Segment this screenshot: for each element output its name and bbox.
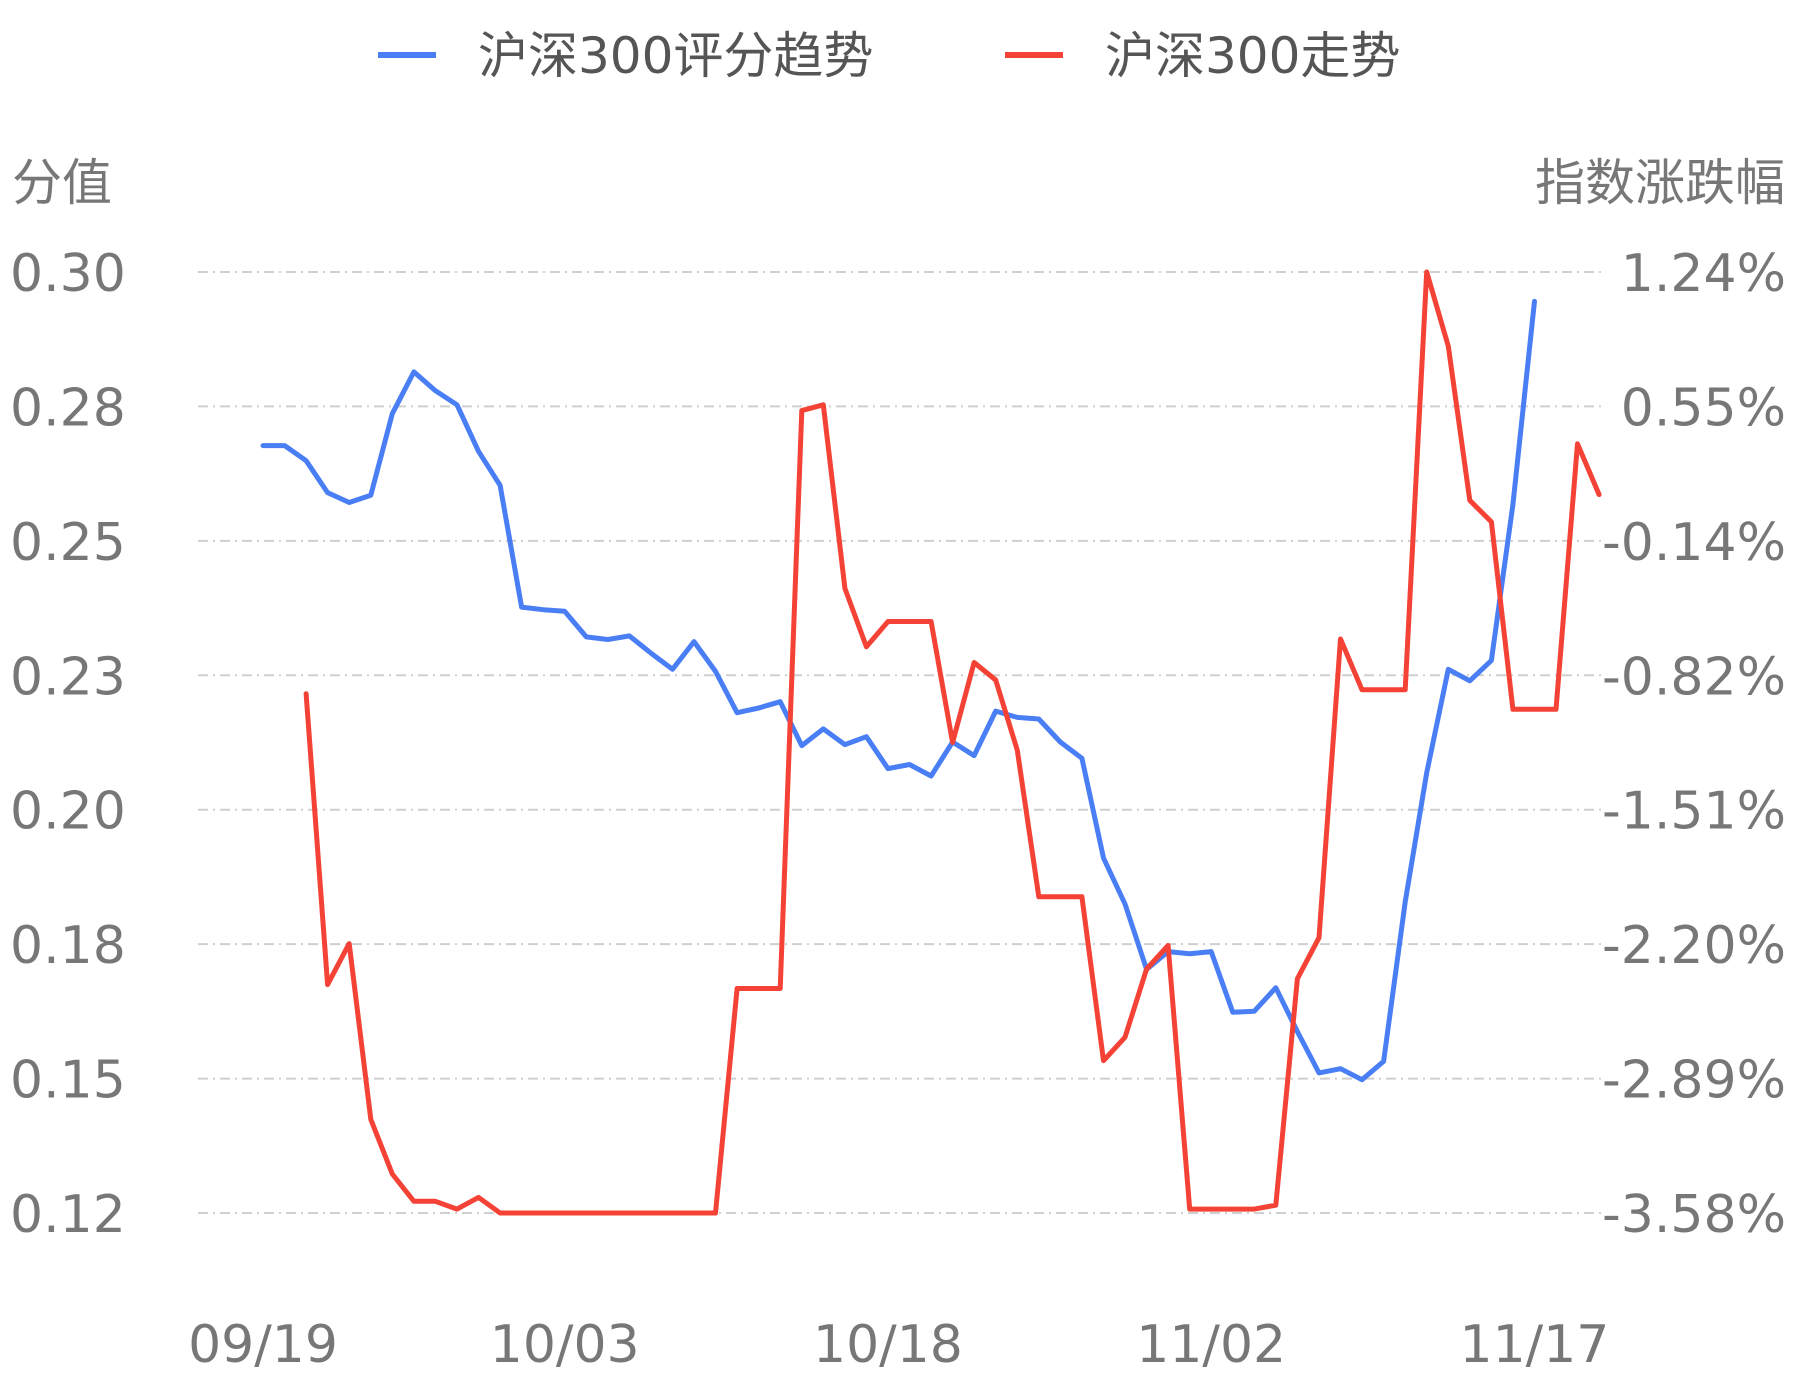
left-tick-label: 0.15: [10, 1051, 126, 1111]
right-tick-label: -2.89%: [1602, 1051, 1786, 1111]
right-tick-label: 0.55%: [1621, 378, 1786, 438]
x-axis-ticks: 09/19 10/03 10/18 11/02 11/17: [188, 1315, 1609, 1375]
right-tick-label: -1.51%: [1602, 782, 1786, 842]
x-tick-label: 11/02: [1136, 1315, 1286, 1375]
legend-label-score: 沪深300评分趋势: [478, 27, 873, 85]
x-tick-label: 09/19: [188, 1315, 338, 1375]
index-trend-line: [303, 269, 1602, 1216]
x-tick-label: 10/18: [813, 1315, 963, 1375]
right-tick-label: 1.24%: [1621, 244, 1786, 304]
left-tick-label: 0.25: [10, 513, 126, 573]
legend-label-index: 沪深300走势: [1105, 27, 1400, 85]
right-tick-label: -2.20%: [1602, 916, 1786, 976]
right-axis-title: 指数涨跌幅: [1535, 154, 1785, 212]
left-tick-label: 0.23: [10, 647, 126, 707]
x-tick-label: 11/17: [1460, 1315, 1610, 1375]
left-axis-title: 分值: [12, 154, 112, 212]
gridlines: [198, 271, 1605, 1214]
right-tick-label: -0.82%: [1602, 647, 1786, 707]
left-tick-label: 0.20: [10, 782, 126, 842]
left-tick-label: 0.18: [10, 916, 126, 976]
legend: 沪深300评分趋势 沪深300走势: [378, 27, 1400, 85]
right-axis-ticks: 1.24% 0.55% -0.14% -0.82% -1.51% -2.20% -2.89%…: [1602, 244, 1786, 1245]
score-trend-line: [260, 298, 1537, 1083]
right-tick-label: -0.14%: [1602, 513, 1786, 573]
left-axis-ticks: 0.30 0.28 0.25 0.23 0.20 0.18 0.15 0.12: [10, 244, 126, 1245]
right-tick-label: -3.58%: [1602, 1185, 1786, 1245]
left-tick-label: 0.28: [10, 378, 126, 438]
x-tick-label: 10/03: [490, 1315, 640, 1375]
left-tick-label: 0.30: [10, 244, 126, 304]
left-tick-label: 0.12: [10, 1185, 126, 1245]
series-lines: [260, 269, 1602, 1216]
